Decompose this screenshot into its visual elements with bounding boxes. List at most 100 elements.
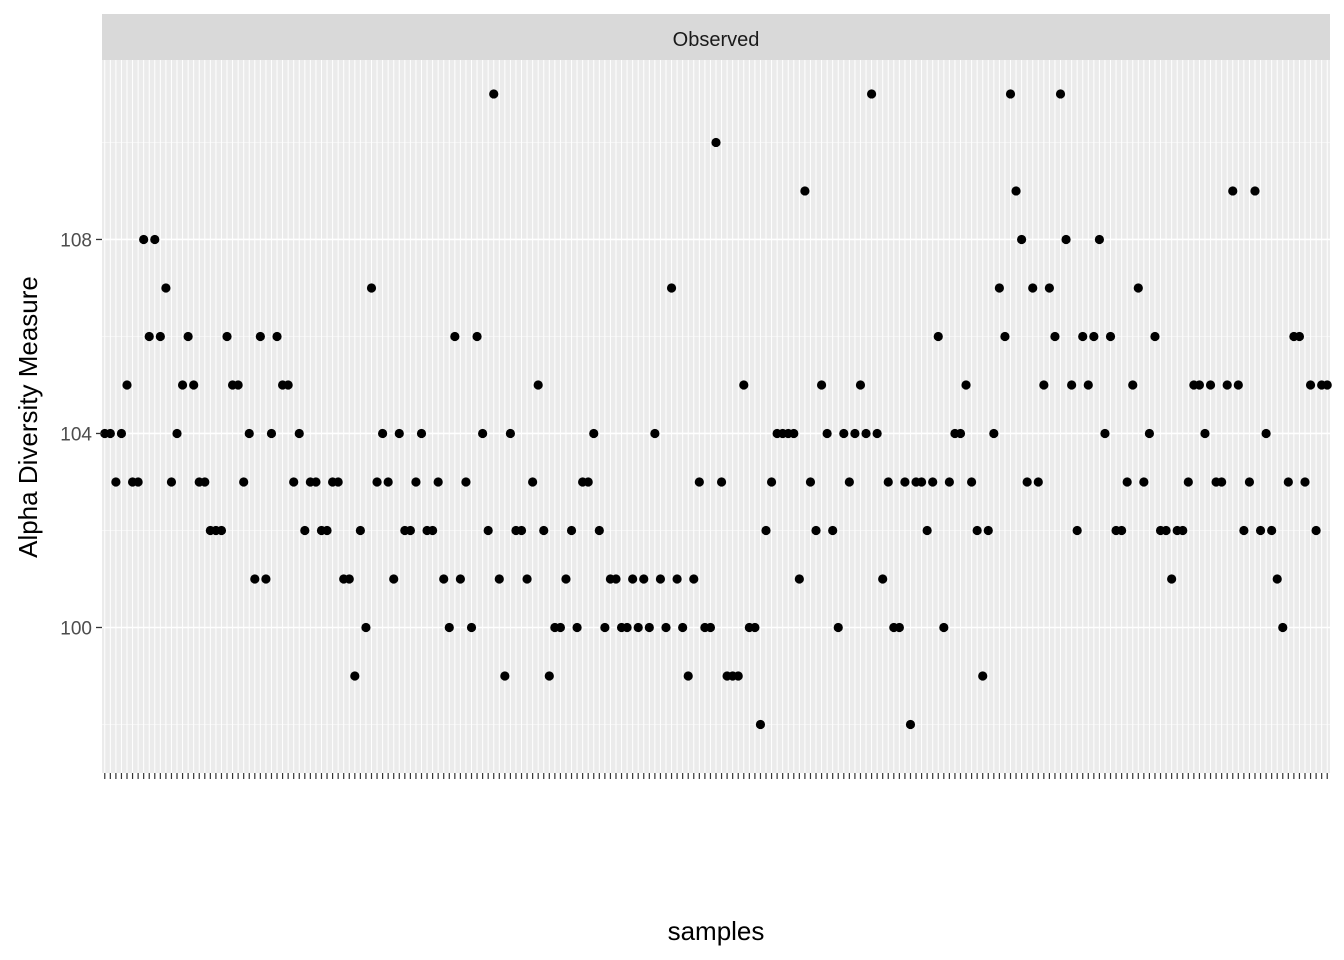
data-point bbox=[844, 477, 854, 487]
data-point bbox=[922, 525, 932, 536]
data-point bbox=[539, 525, 549, 536]
data-point bbox=[1150, 331, 1160, 342]
data-point bbox=[761, 525, 771, 536]
data-point bbox=[272, 331, 282, 342]
data-point bbox=[122, 380, 132, 390]
data-point bbox=[811, 525, 821, 536]
data-point bbox=[455, 574, 465, 584]
data-point bbox=[166, 477, 177, 487]
data-point bbox=[644, 622, 654, 633]
data-point bbox=[1039, 380, 1049, 390]
data-point bbox=[378, 428, 388, 439]
data-point bbox=[1261, 428, 1271, 439]
data-point bbox=[244, 428, 254, 439]
data-point bbox=[983, 525, 993, 536]
facet-strip-label: Observed bbox=[673, 29, 760, 51]
y-tick-label: 100 bbox=[60, 618, 92, 639]
data-point bbox=[1117, 525, 1127, 536]
data-point bbox=[1183, 477, 1193, 487]
data-point bbox=[289, 477, 299, 487]
data-point bbox=[372, 477, 382, 487]
data-point bbox=[261, 574, 271, 584]
data-point bbox=[1194, 380, 1205, 390]
data-point bbox=[233, 380, 243, 390]
data-point bbox=[139, 234, 149, 245]
data-point bbox=[989, 428, 999, 439]
data-point bbox=[1044, 283, 1054, 293]
data-point bbox=[666, 283, 677, 293]
y-axis: 100 104 108 bbox=[60, 230, 102, 639]
data-point bbox=[472, 331, 482, 342]
data-point bbox=[1250, 186, 1260, 196]
data-point bbox=[1217, 477, 1227, 487]
data-point bbox=[828, 525, 838, 536]
data-point bbox=[161, 283, 171, 293]
data-point bbox=[283, 380, 293, 390]
data-point bbox=[533, 380, 543, 390]
data-point bbox=[389, 574, 399, 584]
data-point bbox=[750, 622, 760, 633]
data-point bbox=[555, 622, 566, 633]
data-point bbox=[866, 89, 877, 99]
data-point bbox=[222, 331, 232, 342]
data-point bbox=[1228, 186, 1238, 196]
data-point bbox=[633, 622, 643, 633]
data-point bbox=[1011, 186, 1021, 196]
data-point bbox=[1300, 477, 1310, 487]
data-point bbox=[444, 622, 454, 633]
data-point bbox=[944, 477, 954, 487]
data-point bbox=[755, 719, 766, 730]
data-point bbox=[177, 380, 188, 390]
data-point bbox=[566, 525, 577, 536]
data-point bbox=[350, 671, 360, 681]
data-point bbox=[394, 428, 404, 439]
data-point bbox=[300, 525, 310, 536]
data-point bbox=[683, 671, 693, 681]
data-point bbox=[1067, 380, 1077, 390]
data-point bbox=[955, 428, 966, 439]
data-point bbox=[994, 283, 1004, 293]
y-tick-label: 108 bbox=[60, 230, 92, 251]
data-point bbox=[661, 622, 671, 633]
data-point bbox=[322, 525, 332, 536]
data-point bbox=[216, 525, 227, 536]
data-point bbox=[689, 574, 699, 584]
data-point bbox=[1105, 331, 1116, 342]
data-point bbox=[967, 477, 977, 487]
data-point bbox=[650, 428, 660, 439]
data-point bbox=[1122, 477, 1132, 487]
data-point bbox=[155, 331, 165, 342]
major-gridlines-y bbox=[102, 238, 1330, 629]
data-point bbox=[105, 428, 115, 439]
data-point bbox=[1128, 380, 1138, 390]
x-axis bbox=[104, 773, 1328, 779]
data-point bbox=[544, 671, 554, 681]
data-point bbox=[916, 477, 927, 487]
data-point bbox=[716, 477, 727, 487]
data-point bbox=[1244, 477, 1255, 487]
data-point bbox=[672, 574, 682, 584]
data-point bbox=[500, 671, 510, 681]
data-point bbox=[116, 428, 127, 439]
data-point bbox=[1322, 380, 1332, 390]
data-point bbox=[1050, 331, 1060, 342]
data-point bbox=[589, 428, 599, 439]
data-point bbox=[1283, 477, 1293, 487]
data-point bbox=[1255, 525, 1266, 536]
data-point bbox=[1305, 380, 1316, 390]
data-point bbox=[133, 477, 143, 487]
data-point bbox=[561, 574, 571, 584]
data-point bbox=[478, 428, 488, 439]
data-point bbox=[1000, 331, 1010, 342]
data-point bbox=[1294, 331, 1305, 342]
data-point bbox=[905, 719, 916, 730]
data-point bbox=[450, 331, 460, 342]
data-point bbox=[1017, 234, 1027, 245]
data-point bbox=[833, 622, 843, 633]
data-point bbox=[250, 574, 260, 584]
data-point bbox=[600, 622, 610, 633]
data-point bbox=[405, 525, 415, 536]
y-tick-label: 104 bbox=[60, 424, 92, 445]
data-point bbox=[1072, 525, 1082, 536]
